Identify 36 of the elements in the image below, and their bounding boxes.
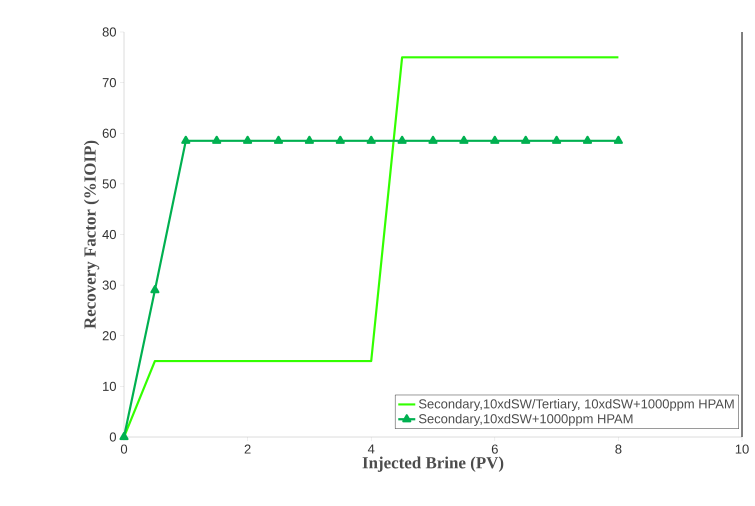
point [304,136,314,144]
y-tick-label: 30 [102,280,116,290]
x-tick-label: 0 [120,444,128,454]
point [614,136,623,144]
x-tick-label: 8 [615,444,622,454]
x-tick-label: 2 [244,444,251,454]
y-tick-label: 0 [110,432,116,442]
y-axis-title: Recovery Factor (%IOIP) [84,140,100,329]
point [459,136,468,144]
y-tick-label: 20 [102,331,116,340]
point [274,136,284,144]
point [582,136,592,144]
y-tick-label: 60 [102,128,116,138]
point [181,136,190,144]
point [398,136,407,144]
point [552,136,562,144]
x-tick-label: 4 [368,444,374,454]
point [336,136,345,144]
point [366,136,376,144]
point [521,136,530,144]
y-tick-label: 10 [103,382,116,391]
x-tick-label: 10 [736,444,749,454]
y-tick-label: 50 [102,179,116,188]
point [243,136,252,144]
x-axis-title: Injected Brine (PV) [362,456,504,472]
point [212,136,222,144]
legend-label: Secondary,10xdSW/Tertiary, 10xdSW+1000ppm HPAM [418,398,734,412]
y-tick-label: 40 [102,230,116,240]
y-tick-label: 80 [102,27,116,37]
y-tick-label: 70 [102,78,116,88]
legend-label: Secondary,10xdSW+1000ppm HPAM [418,414,632,426]
point [428,136,438,144]
x-tick-label: 6 [492,444,498,454]
point [490,136,500,144]
point [119,432,129,440]
point [150,285,160,294]
